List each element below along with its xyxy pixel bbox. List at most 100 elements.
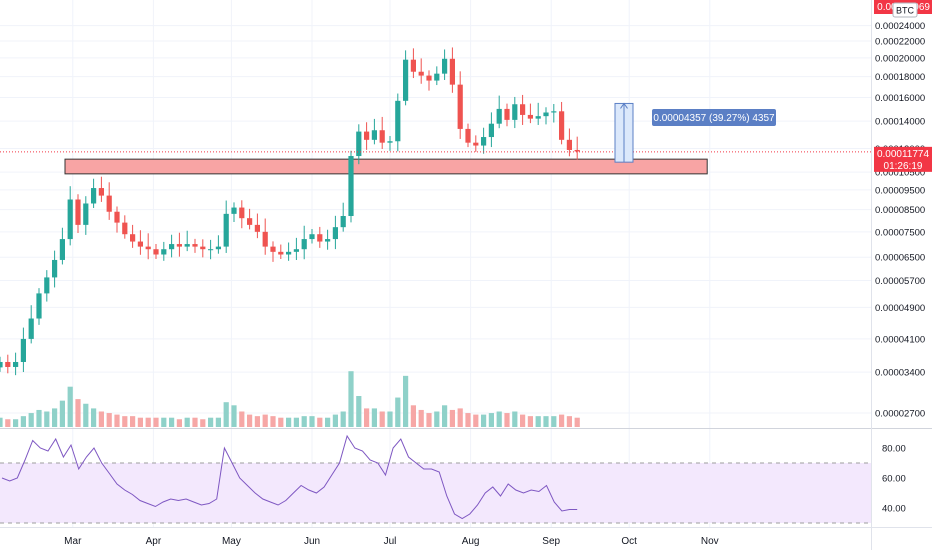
volume-bar <box>418 409 424 427</box>
volume-bar <box>465 413 471 427</box>
candle-body <box>293 249 299 252</box>
volume-bar <box>44 411 50 427</box>
volume-bar <box>559 414 565 427</box>
volume-bar <box>301 416 307 427</box>
candle-body <box>200 246 206 250</box>
candle-body <box>0 361 3 368</box>
candle-body <box>340 216 346 228</box>
candle-body <box>254 224 260 232</box>
volume-bar <box>59 400 65 427</box>
price-tick-label: 0.00020000 <box>875 53 925 64</box>
rsi-axis[interactable]: 80.00 60.00 40.00 <box>882 444 906 515</box>
candle-body <box>418 71 424 76</box>
price-tick-label: 0.00018000 <box>875 72 925 83</box>
price-tick-label: 0.00003400 <box>875 368 925 379</box>
volume-bar <box>254 416 260 427</box>
volume-bar <box>387 411 393 427</box>
price-tick-label: 0.00008500 <box>875 205 925 216</box>
candle-body <box>496 108 502 124</box>
volume-bar <box>75 399 81 427</box>
volume-bar <box>286 417 292 427</box>
candle-body <box>348 156 354 217</box>
rsi-tick-label: 60.00 <box>882 474 906 485</box>
candle-body <box>161 249 167 255</box>
volume-bar <box>262 414 268 427</box>
measure-arrowhead <box>620 102 628 109</box>
candle-body <box>356 131 362 157</box>
measure-tool[interactable]: 0.00004357 (39.27%) 4357 <box>614 102 776 163</box>
candle-body <box>410 59 416 72</box>
candle-body <box>403 59 409 101</box>
candle-body <box>106 195 112 212</box>
volume-bar <box>137 417 143 427</box>
candle-body <box>278 251 284 255</box>
volume-bar <box>239 411 245 427</box>
volume-bar <box>325 417 331 427</box>
volume-bar <box>512 411 518 427</box>
volume-bar <box>535 416 541 427</box>
time-tick-label: Apr <box>146 536 162 547</box>
candle-body <box>551 111 557 113</box>
volume-bar <box>473 414 479 427</box>
time-tick-label: Jun <box>304 536 320 547</box>
volume-bar <box>161 417 167 427</box>
time-tick-label: Aug <box>462 536 480 547</box>
volume-bar <box>457 408 463 427</box>
candle-body <box>98 188 104 196</box>
candle-body <box>223 213 229 247</box>
volume-bar <box>114 414 120 427</box>
volume-bar <box>293 417 299 427</box>
price-tick-label: 0.00024000 <box>875 21 925 32</box>
volume-bar <box>20 416 26 427</box>
price-tick-label: 0.00010500 <box>875 168 925 179</box>
volume-bar <box>184 417 190 427</box>
symbol-badge[interactable] <box>892 2 918 18</box>
candle-body <box>91 188 97 204</box>
volume-bar <box>371 408 377 427</box>
candle-body <box>215 246 221 250</box>
candle-body <box>13 361 19 367</box>
candle-body <box>473 142 479 146</box>
candles <box>0 47 580 376</box>
candle-body <box>301 239 307 250</box>
candle-body <box>434 73 440 81</box>
candle-body <box>395 100 401 142</box>
candle-body <box>379 130 385 143</box>
volume-bar <box>566 416 572 427</box>
rsi-band <box>0 463 871 523</box>
volume-bar <box>0 417 3 427</box>
volume-bar <box>504 413 510 427</box>
candle-body <box>137 241 143 247</box>
candle-body <box>520 104 526 115</box>
price-tick-label: 0.00016000 <box>875 93 925 104</box>
volume-bar <box>215 417 221 427</box>
rsi-tick-label: 40.00 <box>882 504 906 515</box>
volume-bar <box>247 414 253 427</box>
volume-bar <box>449 409 455 427</box>
price-tick-label: 0.00014000 <box>875 117 925 128</box>
volume-bar <box>426 413 432 427</box>
candle-body <box>465 128 471 143</box>
candle-body <box>5 361 11 367</box>
volume-bar <box>527 416 533 427</box>
support-zone[interactable] <box>64 158 708 175</box>
last-price-tag <box>874 146 932 172</box>
volume-bar <box>356 396 362 427</box>
volume-bars <box>0 371 580 427</box>
candle-body <box>512 104 518 120</box>
volume-bar <box>122 416 128 427</box>
measure-label-box <box>652 109 776 126</box>
volume-bar <box>270 416 276 427</box>
volume-bar <box>410 405 416 427</box>
volume-bar <box>231 405 237 427</box>
candle-body <box>371 130 377 140</box>
time-axis[interactable]: Mar Apr May Jun Jul Aug Sep Oct Nov <box>64 536 719 547</box>
volume-bar <box>67 386 73 427</box>
candle-body <box>286 251 292 255</box>
candle-body <box>67 199 73 240</box>
candle-body <box>169 244 175 250</box>
time-tick-label: Oct <box>621 536 637 547</box>
price-tick-label: 0.00007500 <box>875 227 925 238</box>
